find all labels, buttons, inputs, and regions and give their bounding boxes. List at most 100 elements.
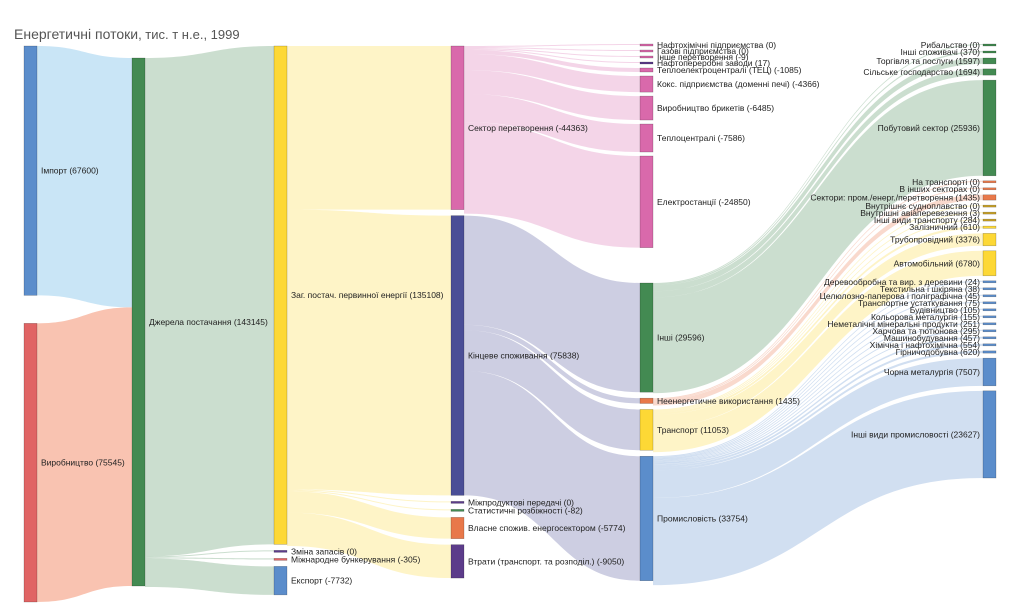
sankey-node-comm[interactable] [982, 57, 997, 65]
sankey-node-road[interactable] [982, 250, 997, 277]
sankey-link-other-comm [653, 58, 983, 292]
sankey-label-other: Інші (29596) [657, 333, 705, 343]
sankey-link-src-tpes [145, 46, 274, 557]
sankey-node-own[interactable] [450, 517, 465, 539]
sankey-node-exp[interactable] [273, 566, 288, 596]
sankey-label-prod: Виробництво (75545) [41, 458, 125, 468]
sankey-label-exp: Експорт (-7732) [291, 576, 352, 586]
sankey-node-paper[interactable] [982, 294, 997, 298]
sankey-node-pipe[interactable] [982, 233, 997, 247]
sankey-link-nonen-ne_tr [653, 180, 983, 400]
sankey-link-indus-ironst [653, 358, 983, 499]
sankey-node-briq[interactable] [639, 95, 654, 121]
sankey-node-mach[interactable] [982, 336, 997, 340]
sankey-node-transp[interactable] [639, 409, 654, 451]
sankey-node-rail[interactable] [982, 225, 997, 229]
sankey-link-other-agri [653, 68, 983, 298]
sankey-link-transf-coke [464, 54, 640, 93]
sankey-node-ne_ind[interactable] [982, 194, 997, 201]
sankey-node-nonfer[interactable] [982, 315, 997, 319]
sankey-node-avia[interactable] [982, 211, 997, 215]
sankey-node-othtrn[interactable] [982, 218, 997, 222]
sankey-label-petchem: Нафтохімічні підприємства (0) [657, 40, 776, 50]
sankey-node-food[interactable] [982, 329, 997, 333]
sankey-label-nonmet: Неметалічні мінеральні продукти (251) [827, 319, 980, 329]
sankey-label-rail: Залізничний (610) [909, 222, 980, 232]
sankey-node-refin[interactable] [639, 61, 654, 65]
sankey-node-bunk[interactable] [273, 558, 288, 561]
sankey-node-tpes[interactable] [273, 45, 288, 545]
sankey-link-indus-mach [653, 336, 983, 467]
sankey-node-interprod[interactable] [450, 501, 465, 504]
sankey-label-othtr: Інше перетворення (-9) [657, 52, 749, 62]
sankey-label-power: Електростанції (-24850) [657, 197, 751, 207]
sankey-link-prod-src [37, 307, 132, 602]
sankey-node-othind[interactable] [982, 390, 997, 479]
sankey-node-statdiff[interactable] [450, 509, 465, 512]
sankey-node-text[interactable] [982, 287, 997, 291]
sankey-label-chem: Хімічна і нафтохімічна (554) [870, 340, 981, 350]
sankey-label-avia: Внутрішні авіаперевезення (3) [860, 208, 980, 218]
sankey-node-chp[interactable] [639, 67, 654, 73]
sankey-label-coke: Кокс. підприємства (доменні печі) (-4366… [657, 79, 820, 89]
sankey-label-text: Текстильна і шкіряна (38) [880, 284, 980, 294]
sankey-node-src[interactable] [131, 57, 146, 587]
sankey-label-interprod: Міжпродуктові передачі (0) [468, 497, 574, 507]
sankey-label-wood: Деревообробна та вир. з деревини (24) [824, 277, 980, 287]
sankey-link-transf-heat [464, 94, 640, 153]
sankey-link-tpes-statdiff [287, 490, 451, 511]
sankey-node-final[interactable] [450, 215, 465, 496]
sankey-link-indus-food [653, 329, 983, 465]
sankey-node-constr[interactable] [982, 308, 997, 312]
sankey-node-import[interactable] [23, 45, 38, 296]
sankey-label-othtrn: Інші види транспорту (284) [874, 215, 980, 225]
sankey-node-mining[interactable] [982, 350, 997, 354]
sankey-link-final-indus [464, 370, 640, 581]
sankey-node-gasw[interactable] [639, 49, 654, 53]
sankey-node-petchem[interactable] [639, 43, 654, 47]
sankey-link-indus-wood [653, 280, 983, 458]
sankey-link-transf-othtr [464, 48, 640, 57]
sankey-link-transf-gasw [464, 47, 640, 51]
sankey-node-wood[interactable] [982, 280, 997, 284]
sankey-node-ne_tr[interactable] [982, 180, 997, 184]
sankey-link-tpes-transf [287, 46, 451, 210]
sankey-link-indus-paper [653, 294, 983, 460]
sankey-node-indus[interactable] [639, 455, 654, 581]
sankey-node-resid[interactable] [982, 79, 997, 177]
sankey-link-nonen-ne_ind [653, 194, 983, 406]
sankey-node-nonen[interactable] [639, 397, 654, 404]
sankey-label-navig: Внутрішнє судноплавство (0) [865, 201, 980, 211]
chart-title-block: Енергетичні потоки, тис. т н.е., 1999 [14, 26, 240, 42]
sankey-label-refin: Нафтопереробні заводи (17) [657, 58, 770, 68]
sankey-node-other[interactable] [639, 282, 654, 393]
sankey-label-ne_tr: На транспорті (0) [912, 177, 980, 187]
sankey-node-chem[interactable] [982, 343, 997, 347]
sankey-link-transp-navig [653, 205, 983, 411]
sankey-node-heat[interactable] [639, 123, 654, 153]
chart-title: Енергетичні потоки [14, 26, 139, 42]
sankey-link-src-bunk [145, 557, 274, 560]
sankey-node-othtr[interactable] [639, 55, 654, 59]
sankey-node-transf[interactable] [450, 45, 465, 210]
sankey-label-chp: Теплоелектроцентралі (ТЕЦ) (-1085) [657, 65, 802, 75]
sankey-node-losses[interactable] [450, 544, 465, 579]
sankey-node-coke[interactable] [639, 75, 654, 93]
sankey-link-other-othns [653, 51, 983, 286]
sankey-node-prod[interactable] [23, 323, 38, 603]
sankey-node-ironst[interactable] [982, 357, 997, 387]
sankey-label-losses: Втрати (транспорт. та розподіл.) (-9050) [468, 556, 624, 566]
sankey-node-power[interactable] [639, 155, 654, 248]
sankey-link-final-nonen [464, 324, 640, 404]
sankey-node-stock[interactable] [273, 550, 288, 553]
sankey-node-treq[interactable] [982, 301, 997, 305]
sankey-node-fish[interactable] [982, 43, 997, 47]
sankey-label-ne_oth: В інших секторах (0) [899, 184, 980, 194]
sankey-label-constr: Будівництво (105) [910, 305, 980, 315]
sankey-node-othns[interactable] [982, 50, 997, 54]
sankey-node-nonmet[interactable] [982, 322, 997, 326]
sankey-node-agri[interactable] [982, 68, 997, 76]
sankey-label-bunk: Міжнародне бункерування (-305) [291, 554, 420, 564]
sankey-node-navig[interactable] [982, 204, 997, 208]
sankey-node-ne_oth[interactable] [982, 187, 997, 191]
